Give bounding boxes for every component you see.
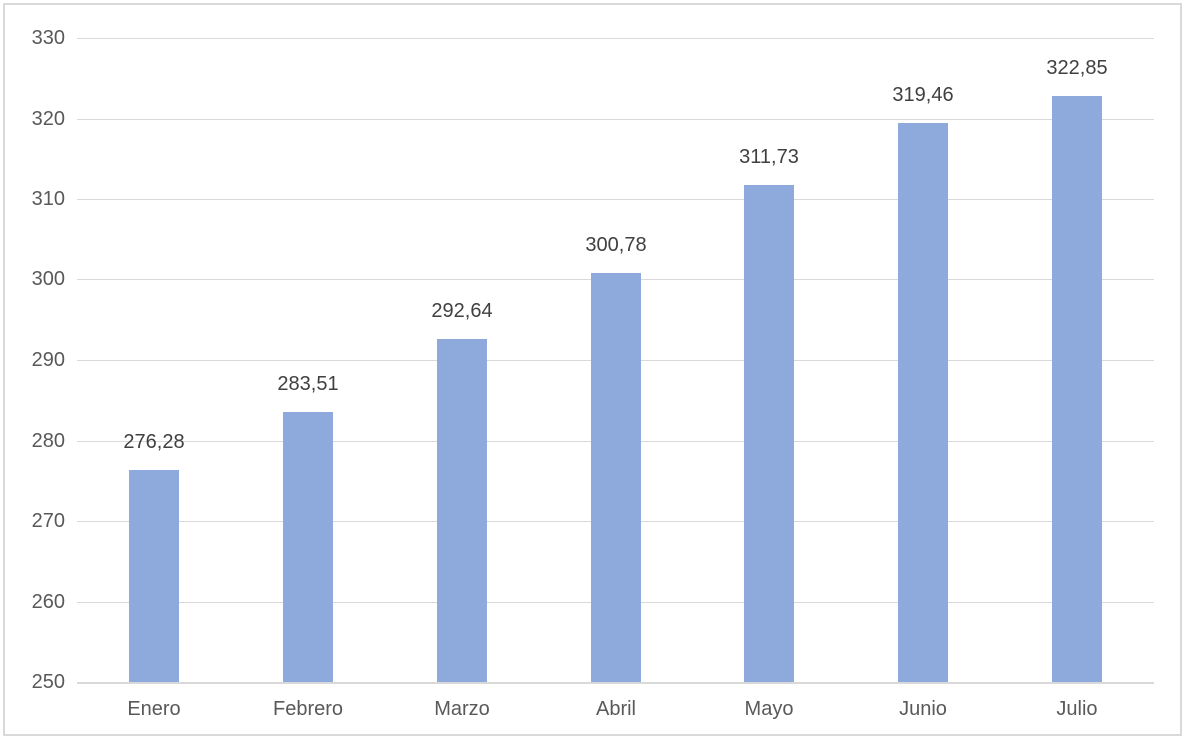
chart-frame: 250 260 270 280 290 300 310 320 330 276,28 283,51 2… [3,3,1182,736]
y-axis-tick-label: 280 [31,430,65,452]
bar [898,123,948,682]
bar-value-label: 292,64 [431,300,493,322]
y-axis-tick-label: 320 [31,108,65,130]
bar-value-label: 276,28 [123,431,185,453]
y-axis-tick-label: 260 [31,591,65,613]
x-category-label: Marzo [434,698,490,720]
bar-value-label: 311,73 [739,146,799,168]
bar-chart: 250 260 270 280 290 300 310 320 330 276,28 283,51 2… [5,5,1180,734]
x-category-label: Julio [1056,698,1098,720]
y-axis-tick-label: 250 [31,671,65,693]
bar [129,470,179,682]
y-axis-tick-label: 310 [31,188,65,210]
x-axis-line [77,682,1154,684]
gridline [77,199,1154,200]
bar [591,273,641,682]
bar-value-label: 319,46 [892,84,954,106]
gridline [77,38,1154,39]
x-category-label: Enero [127,698,181,720]
x-category-label: Junio [899,698,947,720]
bar [1052,96,1102,682]
gridline [77,119,1154,120]
bar-value-label: 322,85 [1046,57,1108,79]
y-axis-tick-label: 330 [31,27,65,49]
bar-value-label: 283,51 [277,373,339,395]
y-axis-tick-label: 270 [31,510,65,532]
x-category-label: Mayo [744,698,794,720]
y-axis-tick-label: 290 [31,349,65,371]
bar-value-label: 300,78 [585,234,647,256]
x-category-label: Febrero [272,698,344,720]
x-category-label: Abril [595,698,636,720]
bar [283,412,333,682]
y-axis-tick-label: 300 [31,268,65,290]
bar [744,185,794,682]
bar [437,339,487,682]
